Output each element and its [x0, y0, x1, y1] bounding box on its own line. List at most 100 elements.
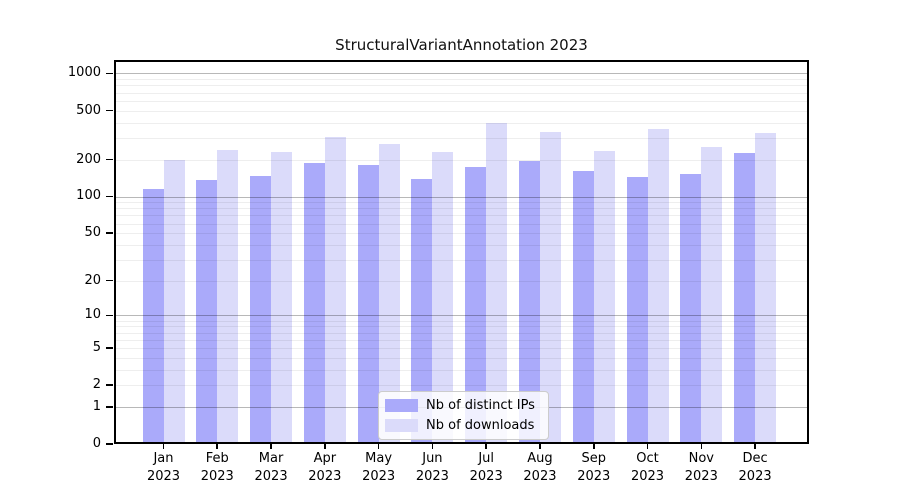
y-tick-label-50: 50 — [84, 225, 101, 241]
y-tick-mark-100 — [106, 195, 113, 198]
bar-jul-downloads — [486, 122, 508, 444]
x-tick-label-aug: Aug 2023 — [523, 451, 557, 484]
gridline-minor-40 — [114, 244, 809, 246]
y-tick-mark-500 — [106, 109, 113, 112]
gridline-minor-200 — [114, 159, 809, 161]
legend: Nb of distinct IPs Nb of downloads — [378, 391, 549, 440]
y-tick-mark-2 — [106, 384, 113, 386]
gridline-minor-8 — [114, 326, 809, 328]
x-tick-mark-may — [377, 444, 380, 449]
gridline-minor-900 — [114, 79, 809, 81]
y-tick-label-200: 200 — [76, 151, 101, 167]
x-tick-label-oct: Oct 2023 — [630, 451, 665, 484]
legend-label-distinct-ips: Nb of distinct IPs — [426, 398, 535, 413]
y-tick-label-20: 20 — [84, 272, 101, 288]
x-tick-label-apr: Apr 2023 — [308, 451, 342, 484]
y-tick-mark-50 — [106, 232, 113, 234]
gridline-minor-500 — [114, 110, 809, 112]
x-tick-label-nov: Nov 2023 — [684, 451, 718, 484]
bar-feb-downloads — [217, 149, 239, 444]
gridline-minor-90 — [114, 202, 809, 204]
bar-jul-distinct-ips — [465, 167, 487, 444]
gridline-minor-600 — [114, 100, 809, 102]
x-tick-label-mar: Mar 2023 — [254, 451, 288, 484]
y-tick-mark-5 — [106, 347, 113, 349]
plot-area — [114, 60, 809, 444]
gridline-minor-3 — [114, 369, 809, 371]
x-tick-mark-jul — [485, 444, 487, 449]
bar-mar-downloads — [271, 151, 293, 444]
bar-sep-downloads — [593, 150, 615, 444]
gridline-minor-4 — [114, 357, 809, 359]
x-tick-label-jul: Jul 2023 — [469, 451, 503, 484]
y-tick-mark-1 — [106, 406, 113, 408]
chart-title: StructuralVariantAnnotation 2023 — [335, 36, 588, 54]
gridline-minor-6 — [114, 339, 809, 341]
y-tick-label-0: 0 — [92, 436, 101, 451]
x-tick-mark-sep — [592, 444, 595, 449]
x-tick-label-dec: Dec 2023 — [738, 451, 772, 484]
y-tick-label-10: 10 — [84, 307, 101, 323]
gridline-major-100 — [114, 196, 809, 198]
gridline-minor-800 — [114, 85, 809, 87]
bar-may-downloads — [378, 143, 400, 444]
x-tick-mark-jun — [431, 444, 434, 449]
x-tick-label-may: May 2023 — [362, 451, 396, 484]
bar-feb-distinct-ips — [196, 179, 218, 444]
bar-jan-distinct-ips — [142, 189, 164, 444]
x-tick-mark-jan — [162, 444, 165, 449]
legend-item-downloads: Nb of downloads — [385, 417, 535, 434]
x-tick-mark-aug — [539, 444, 541, 449]
y-tick-label-2: 2 — [92, 377, 101, 393]
x-tick-mark-dec — [754, 444, 756, 449]
x-tick-mark-apr — [324, 444, 326, 449]
gridline-minor-2 — [114, 385, 809, 387]
y-tick-label-1: 1 — [92, 398, 101, 414]
legend-label-downloads: Nb of downloads — [426, 418, 535, 433]
y-tick-label-500: 500 — [76, 102, 101, 118]
y-tick-mark-10 — [106, 314, 113, 317]
x-tick-mark-nov — [700, 444, 703, 449]
gridline-major-1000 — [114, 73, 809, 75]
bar-dec-downloads — [755, 133, 777, 444]
gridline-minor-20 — [114, 280, 809, 282]
x-tick-label-jan: Jan 2023 — [146, 451, 181, 484]
x-tick-label-feb: Feb 2023 — [200, 451, 234, 484]
gridline-minor-50 — [114, 233, 809, 235]
bar-sep-distinct-ips — [572, 171, 594, 444]
gridline-minor-7 — [114, 332, 809, 334]
y-tick-mark-20 — [106, 279, 113, 282]
y-tick-label-100: 100 — [76, 188, 101, 204]
gridline-minor-30 — [114, 259, 809, 261]
x-tick-mark-mar — [270, 444, 272, 449]
gridline-minor-9 — [114, 320, 809, 322]
x-tick-label-jun: Jun 2023 — [415, 451, 449, 484]
y-tick-label-1000: 1000 — [67, 65, 101, 81]
legend-swatch-downloads — [385, 419, 418, 432]
bar-jan-downloads — [163, 160, 185, 444]
gridline-major-10 — [114, 315, 809, 317]
bar-nov-distinct-ips — [680, 173, 702, 444]
bar-dec-distinct-ips — [734, 152, 756, 444]
bar-apr-distinct-ips — [303, 163, 325, 444]
bar-may-distinct-ips — [357, 165, 379, 444]
x-tick-label-sep: Sep 2023 — [577, 451, 611, 484]
y-tick-mark-0 — [106, 443, 113, 445]
bar-aug-downloads — [539, 131, 561, 444]
gridline-minor-80 — [114, 208, 809, 210]
gridline-minor-5 — [114, 347, 809, 349]
bar-oct-distinct-ips — [626, 177, 648, 444]
bar-nov-downloads — [701, 146, 723, 444]
x-tick-mark-feb — [216, 444, 219, 449]
bar-jun-downloads — [432, 151, 454, 444]
y-tick-mark-1000 — [106, 72, 113, 75]
gridline-minor-60 — [114, 223, 809, 225]
y-tick-mark-200 — [106, 158, 113, 161]
bar-jun-distinct-ips — [411, 178, 433, 444]
gridline-minor-70 — [114, 215, 809, 217]
y-tick-label-5: 5 — [92, 339, 101, 355]
gridline-minor-400 — [114, 122, 809, 124]
x-tick-mark-oct — [646, 444, 649, 449]
legend-item-distinct-ips: Nb of distinct IPs — [385, 397, 535, 414]
